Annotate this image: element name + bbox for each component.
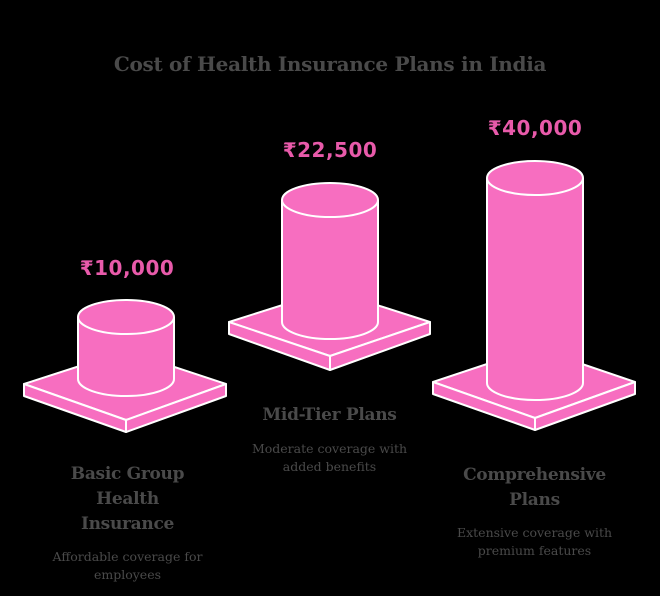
pillar-mid-tier <box>228 182 431 371</box>
pillar-comprehensive <box>432 160 636 431</box>
desc-mid-tier: Moderate coverage with added benefits <box>251 441 408 474</box>
label-basic: Basic Group Health Insurance <box>70 464 185 534</box>
value-mid-tier: ₹22,500 <box>282 138 378 162</box>
label-mid-tier: Mid-Tier Plans <box>262 405 397 425</box>
desc-basic: Affordable coverage for employees <box>52 549 203 582</box>
value-comprehensive: ₹40,000 <box>487 116 583 140</box>
label-comprehensive: Comprehensive Plans <box>463 465 606 510</box>
pillar-basic <box>23 299 227 433</box>
value-basic: ₹10,000 <box>79 256 175 280</box>
page-title: Cost of Health Insurance Plans in India <box>113 52 547 76</box>
desc-comprehensive: Extensive coverage with premium features <box>456 525 613 558</box>
